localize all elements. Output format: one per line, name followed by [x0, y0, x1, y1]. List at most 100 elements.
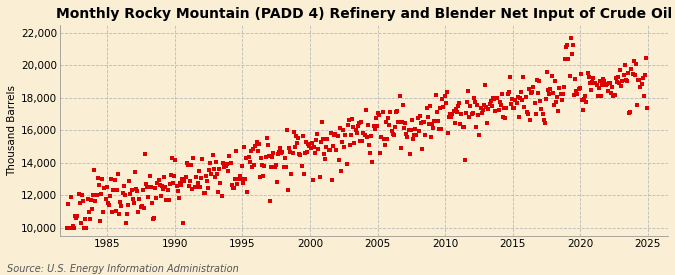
Point	[327, 177, 338, 182]
Point	[342, 123, 353, 128]
Point	[436, 127, 447, 131]
Point	[406, 117, 417, 122]
Point	[475, 106, 486, 110]
Point	[624, 111, 634, 115]
Point	[358, 131, 369, 135]
Point	[177, 177, 188, 182]
Point	[273, 150, 284, 155]
Point	[290, 144, 300, 149]
Point	[431, 110, 442, 114]
Point	[546, 74, 557, 78]
Point	[236, 163, 247, 168]
Point	[511, 101, 522, 105]
Point	[367, 160, 378, 164]
Point	[118, 184, 129, 188]
Point	[484, 101, 495, 106]
Point	[223, 169, 234, 173]
Point	[116, 204, 127, 208]
Point	[226, 183, 237, 187]
Point	[284, 145, 294, 150]
Point	[512, 95, 523, 99]
Point	[500, 116, 511, 120]
Point	[595, 94, 606, 99]
Point	[377, 109, 388, 114]
Point	[364, 143, 375, 147]
Point	[338, 128, 348, 132]
Point	[587, 79, 597, 84]
Point	[256, 163, 267, 167]
Point	[548, 103, 559, 107]
Point	[460, 158, 470, 162]
Point	[519, 104, 530, 109]
Point	[126, 188, 137, 192]
Point	[453, 104, 464, 108]
Point	[591, 83, 602, 87]
Point	[446, 115, 457, 119]
Point	[510, 98, 521, 102]
Point	[105, 194, 115, 199]
Point	[441, 90, 452, 94]
Point	[93, 183, 104, 188]
Point	[243, 155, 254, 160]
Point	[518, 75, 529, 79]
Point	[455, 122, 466, 127]
Point	[578, 108, 589, 112]
Point	[205, 161, 216, 165]
Point	[558, 84, 569, 89]
Point	[315, 140, 326, 144]
Point	[300, 151, 310, 155]
Point	[128, 197, 138, 201]
Point	[275, 145, 286, 150]
Point	[603, 81, 614, 85]
Point	[185, 178, 196, 183]
Point	[545, 87, 556, 91]
Point	[561, 45, 572, 49]
Point	[385, 109, 396, 114]
Point	[472, 103, 483, 108]
Point	[504, 75, 515, 79]
Point	[563, 56, 574, 61]
Point	[632, 103, 643, 108]
Point	[375, 151, 385, 156]
Point	[615, 68, 626, 72]
Point	[362, 123, 373, 127]
Point	[554, 86, 565, 90]
Point	[400, 121, 410, 125]
Point	[304, 143, 315, 148]
Point	[259, 163, 270, 168]
Point	[292, 141, 302, 145]
Point	[420, 133, 431, 137]
Point	[477, 111, 487, 116]
Point	[283, 188, 294, 192]
Point	[251, 140, 262, 145]
Point	[206, 172, 217, 176]
Point	[535, 99, 545, 103]
Point	[409, 133, 420, 138]
Point	[300, 140, 311, 144]
Point	[547, 90, 558, 95]
Point	[293, 136, 304, 140]
Point	[142, 185, 153, 189]
Point	[457, 125, 468, 129]
Point	[236, 177, 246, 182]
Point	[219, 165, 230, 169]
Point	[145, 185, 156, 189]
Point	[155, 183, 165, 187]
Point	[517, 97, 528, 102]
Point	[467, 110, 478, 115]
Point	[74, 201, 85, 205]
Point	[182, 161, 192, 165]
Point	[138, 206, 149, 210]
Point	[269, 165, 280, 169]
Point	[99, 186, 110, 190]
Point	[490, 109, 501, 113]
Point	[509, 106, 520, 110]
Point	[229, 186, 240, 190]
Point	[620, 77, 631, 82]
Point	[333, 158, 344, 163]
Point	[213, 190, 223, 194]
Point	[360, 108, 371, 112]
Point	[162, 188, 173, 192]
Point	[419, 119, 430, 124]
Point	[113, 212, 124, 216]
